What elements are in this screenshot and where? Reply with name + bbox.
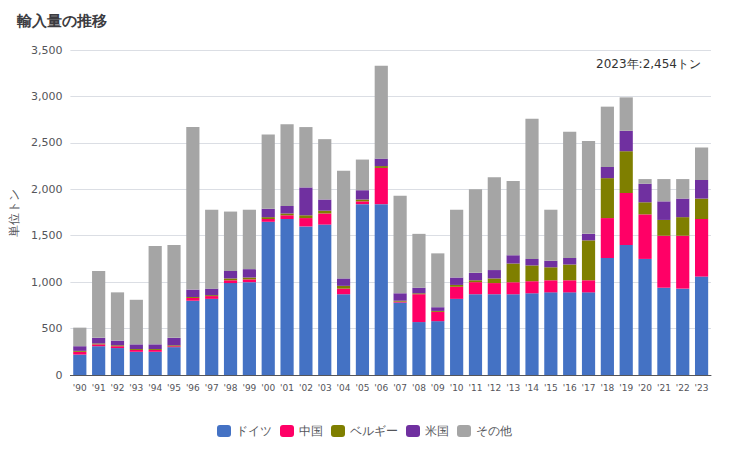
svg-text:'12: '12: [487, 383, 501, 393]
svg-text:'02: '02: [299, 383, 313, 393]
svg-text:'98: '98: [224, 383, 238, 393]
svg-text:'19: '19: [619, 383, 633, 393]
svg-text:'05: '05: [355, 383, 369, 393]
svg-text:2,000: 2,000: [31, 183, 63, 196]
svg-text:'08: '08: [412, 383, 426, 393]
svg-text:'94: '94: [148, 383, 162, 393]
svg-text:'17: '17: [582, 383, 596, 393]
svg-text:2,500: 2,500: [31, 136, 63, 149]
svg-text:'21: '21: [657, 383, 671, 393]
svg-text:'18: '18: [600, 383, 614, 393]
svg-text:中国: 中国: [299, 424, 323, 438]
svg-text:'06: '06: [374, 383, 388, 393]
svg-text:'09: '09: [431, 383, 445, 393]
svg-text:米国: 米国: [425, 424, 449, 438]
svg-text:'23: '23: [695, 383, 709, 393]
svg-text:その他: その他: [476, 424, 512, 438]
svg-text:'95: '95: [167, 383, 181, 393]
svg-text:'16: '16: [563, 383, 577, 393]
svg-text:500: 500: [41, 322, 62, 335]
svg-text:'13: '13: [506, 383, 520, 393]
svg-text:'11: '11: [469, 383, 483, 393]
svg-text:2023年:2,454トン: 2023年:2,454トン: [596, 57, 701, 71]
svg-text:ドイツ: ドイツ: [236, 424, 272, 438]
svg-text:3,500: 3,500: [31, 44, 63, 57]
svg-text:ベルギー: ベルギー: [350, 424, 398, 438]
svg-text:'20: '20: [638, 383, 652, 393]
svg-text:単位トン: 単位トン: [7, 189, 21, 237]
svg-text:'14: '14: [525, 383, 539, 393]
svg-text:0: 0: [55, 369, 62, 382]
svg-text:'03: '03: [318, 383, 332, 393]
svg-text:'99: '99: [242, 383, 256, 393]
svg-text:'92: '92: [111, 383, 125, 393]
svg-text:'07: '07: [393, 383, 407, 393]
svg-text:'04: '04: [337, 383, 351, 393]
svg-text:'22: '22: [676, 383, 690, 393]
svg-text:'91: '91: [92, 383, 106, 393]
svg-text:'15: '15: [544, 383, 558, 393]
svg-text:'97: '97: [205, 383, 219, 393]
svg-text:'90: '90: [73, 383, 87, 393]
svg-text:'00: '00: [261, 383, 275, 393]
svg-text:3,000: 3,000: [31, 90, 63, 103]
svg-text:輸入量の推移: 輸入量の推移: [16, 12, 107, 30]
svg-text:'96: '96: [186, 383, 200, 393]
svg-text:1,000: 1,000: [31, 276, 63, 289]
svg-text:'93: '93: [129, 383, 143, 393]
svg-text:'01: '01: [280, 383, 294, 393]
svg-text:'10: '10: [450, 383, 464, 393]
svg-text:1,500: 1,500: [31, 229, 63, 242]
